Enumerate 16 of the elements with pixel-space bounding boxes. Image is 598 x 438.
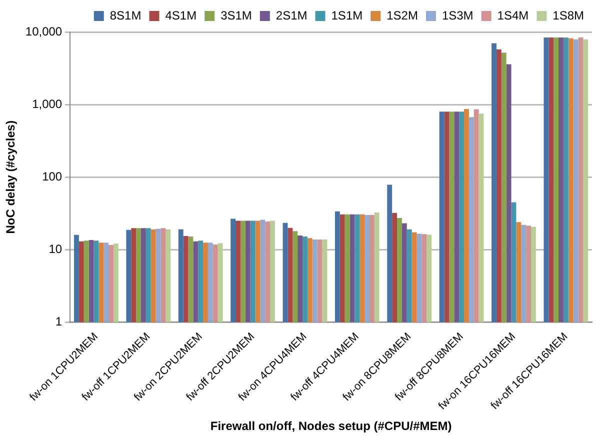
legend-label: 3S1M (220, 8, 252, 22)
legend-label: 1S1M (331, 8, 363, 22)
x-axis-title: Firewall on/off, Nodes setup (#CPU/#MEM) (210, 419, 452, 434)
legend-label: 1S2M (386, 8, 418, 22)
y-axis-title: NoC delay (#cycles) (4, 120, 18, 234)
legend-label: 2S1M (276, 8, 308, 22)
legend-label: 1S4M (497, 8, 529, 22)
legend-label: 8S1M (110, 8, 142, 22)
y-tick-label: 10,000 (25, 24, 62, 38)
legend-label: 1S8M (552, 8, 584, 22)
y-tick-label: 1,000 (32, 96, 62, 111)
y-tick-label: 1 (55, 314, 62, 329)
y-tick-label: 10 (48, 242, 62, 256)
legend-label: 4S1M (165, 8, 197, 22)
legend-label: 1S3M (442, 8, 474, 22)
y-tick-label: 100 (42, 169, 62, 184)
